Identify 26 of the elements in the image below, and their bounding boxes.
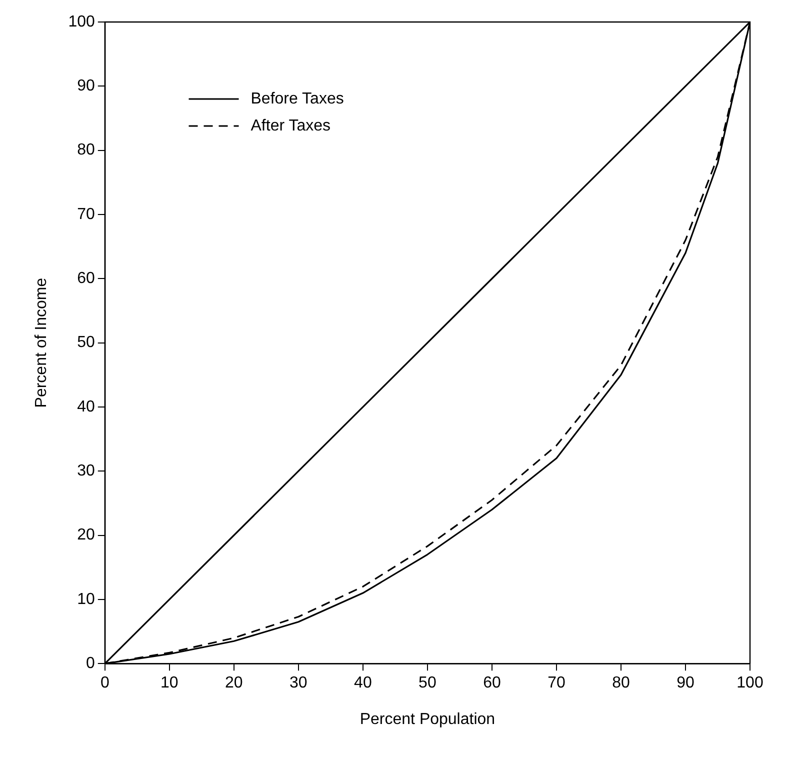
- x-tick-label: 50: [418, 674, 436, 692]
- x-tick-label: 70: [548, 674, 566, 692]
- y-tick-label: 60: [77, 270, 95, 288]
- x-tick-label: 0: [100, 674, 110, 692]
- x-tick-label: 20: [225, 674, 243, 692]
- y-tick-label: 30: [77, 462, 95, 480]
- x-tick-label: 10: [160, 674, 178, 692]
- x-axis-title: Percent Population: [360, 710, 496, 728]
- y-tick-label: 50: [77, 334, 95, 352]
- x-tick-label: 100: [736, 674, 764, 692]
- x-tick-label: 30: [290, 674, 308, 692]
- legend-label: After Taxes: [250, 117, 331, 134]
- y-tick-label: 90: [77, 78, 95, 95]
- y-tick-label: 20: [77, 526, 95, 544]
- y-tick-label: 10: [77, 590, 95, 608]
- y-axis-title: Percent of Income: [33, 278, 50, 408]
- y-tick-label: 80: [77, 142, 95, 159]
- y-tick-label: 70: [77, 206, 95, 223]
- legend-label: Before Taxes: [250, 90, 344, 108]
- y-tick-label: 0: [86, 655, 95, 672]
- x-tick-label: 80: [612, 674, 630, 692]
- y-tick-label: 40: [77, 398, 95, 416]
- x-tick-label: 90: [676, 674, 694, 692]
- y-tick-label: 100: [68, 13, 95, 30]
- x-tick-label: 60: [483, 674, 501, 692]
- x-tick-label: 40: [354, 674, 372, 692]
